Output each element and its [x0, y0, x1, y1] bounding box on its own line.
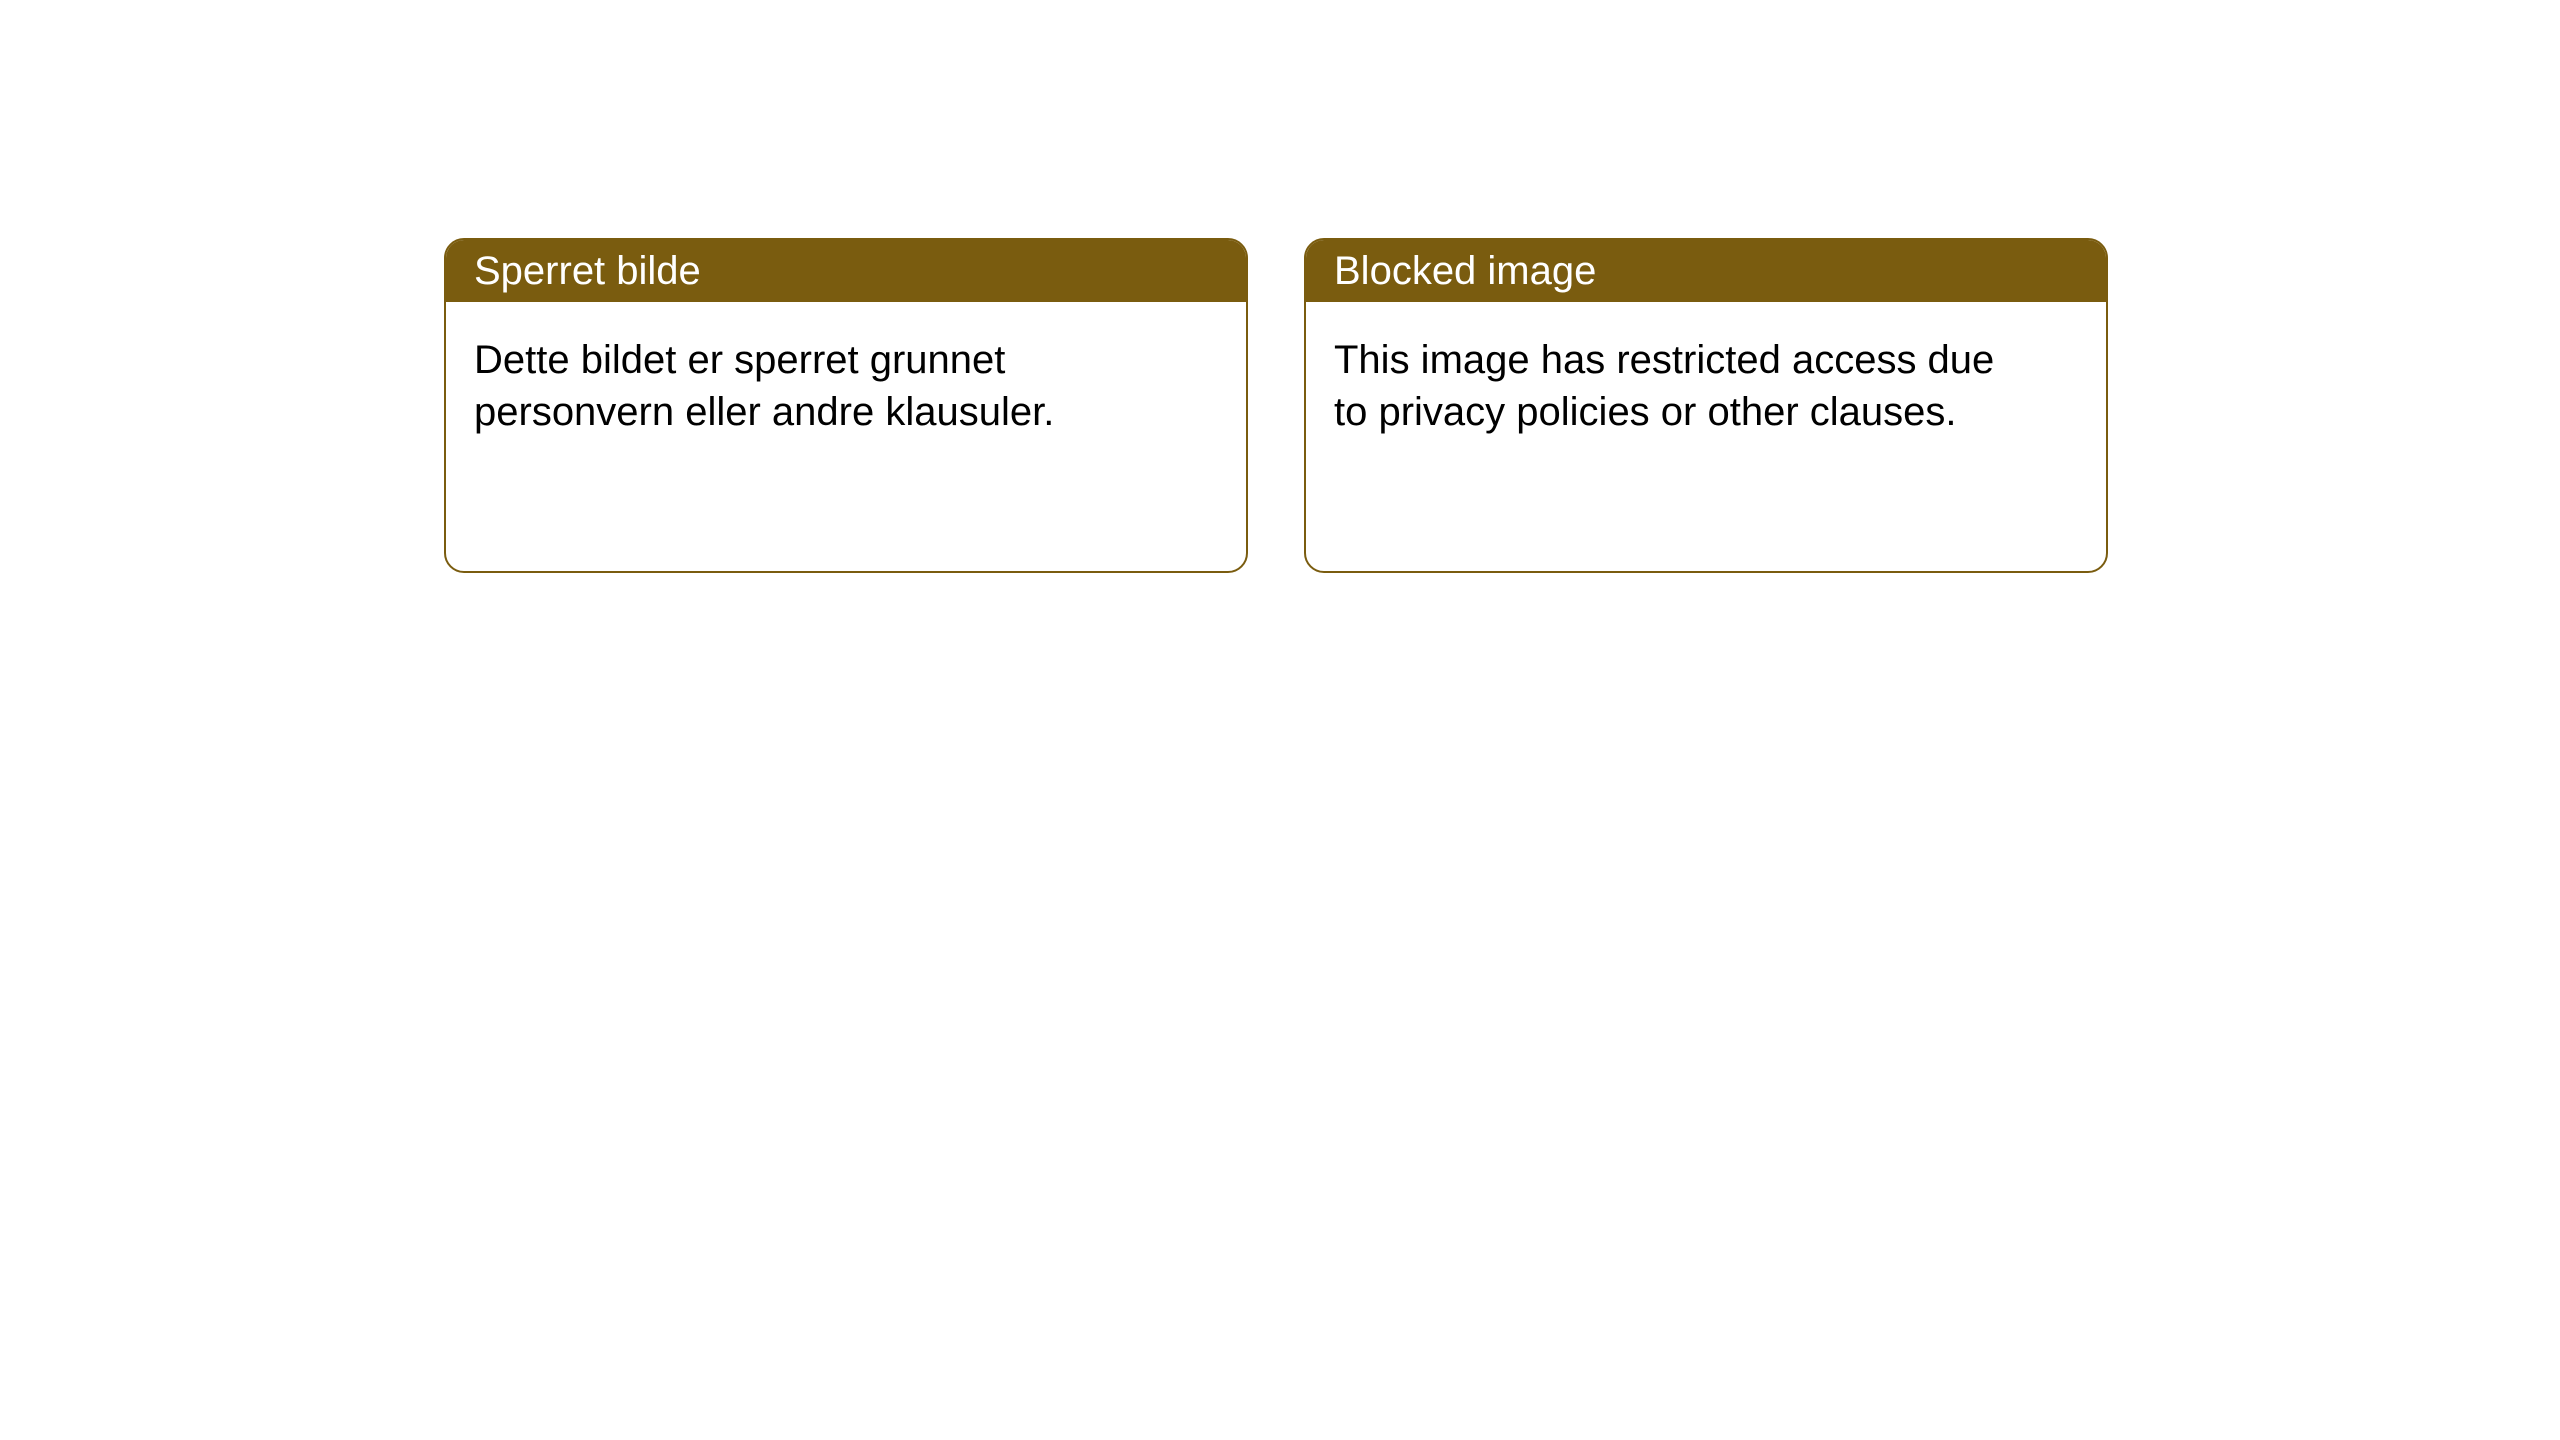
notice-container: Sperret bilde Dette bildet er sperret gr… — [444, 238, 2108, 573]
notice-card-english: Blocked image This image has restricted … — [1304, 238, 2108, 573]
notice-header-text: Blocked image — [1334, 249, 1596, 294]
notice-header: Blocked image — [1306, 240, 2106, 302]
notice-body-text: Dette bildet er sperret grunnet personve… — [474, 338, 1054, 434]
notice-header: Sperret bilde — [446, 240, 1246, 302]
notice-body: Dette bildet er sperret grunnet personve… — [446, 302, 1166, 470]
notice-body-text: This image has restricted access due to … — [1334, 338, 1994, 434]
notice-card-norwegian: Sperret bilde Dette bildet er sperret gr… — [444, 238, 1248, 573]
notice-header-text: Sperret bilde — [474, 249, 701, 294]
notice-body: This image has restricted access due to … — [1306, 302, 2026, 470]
